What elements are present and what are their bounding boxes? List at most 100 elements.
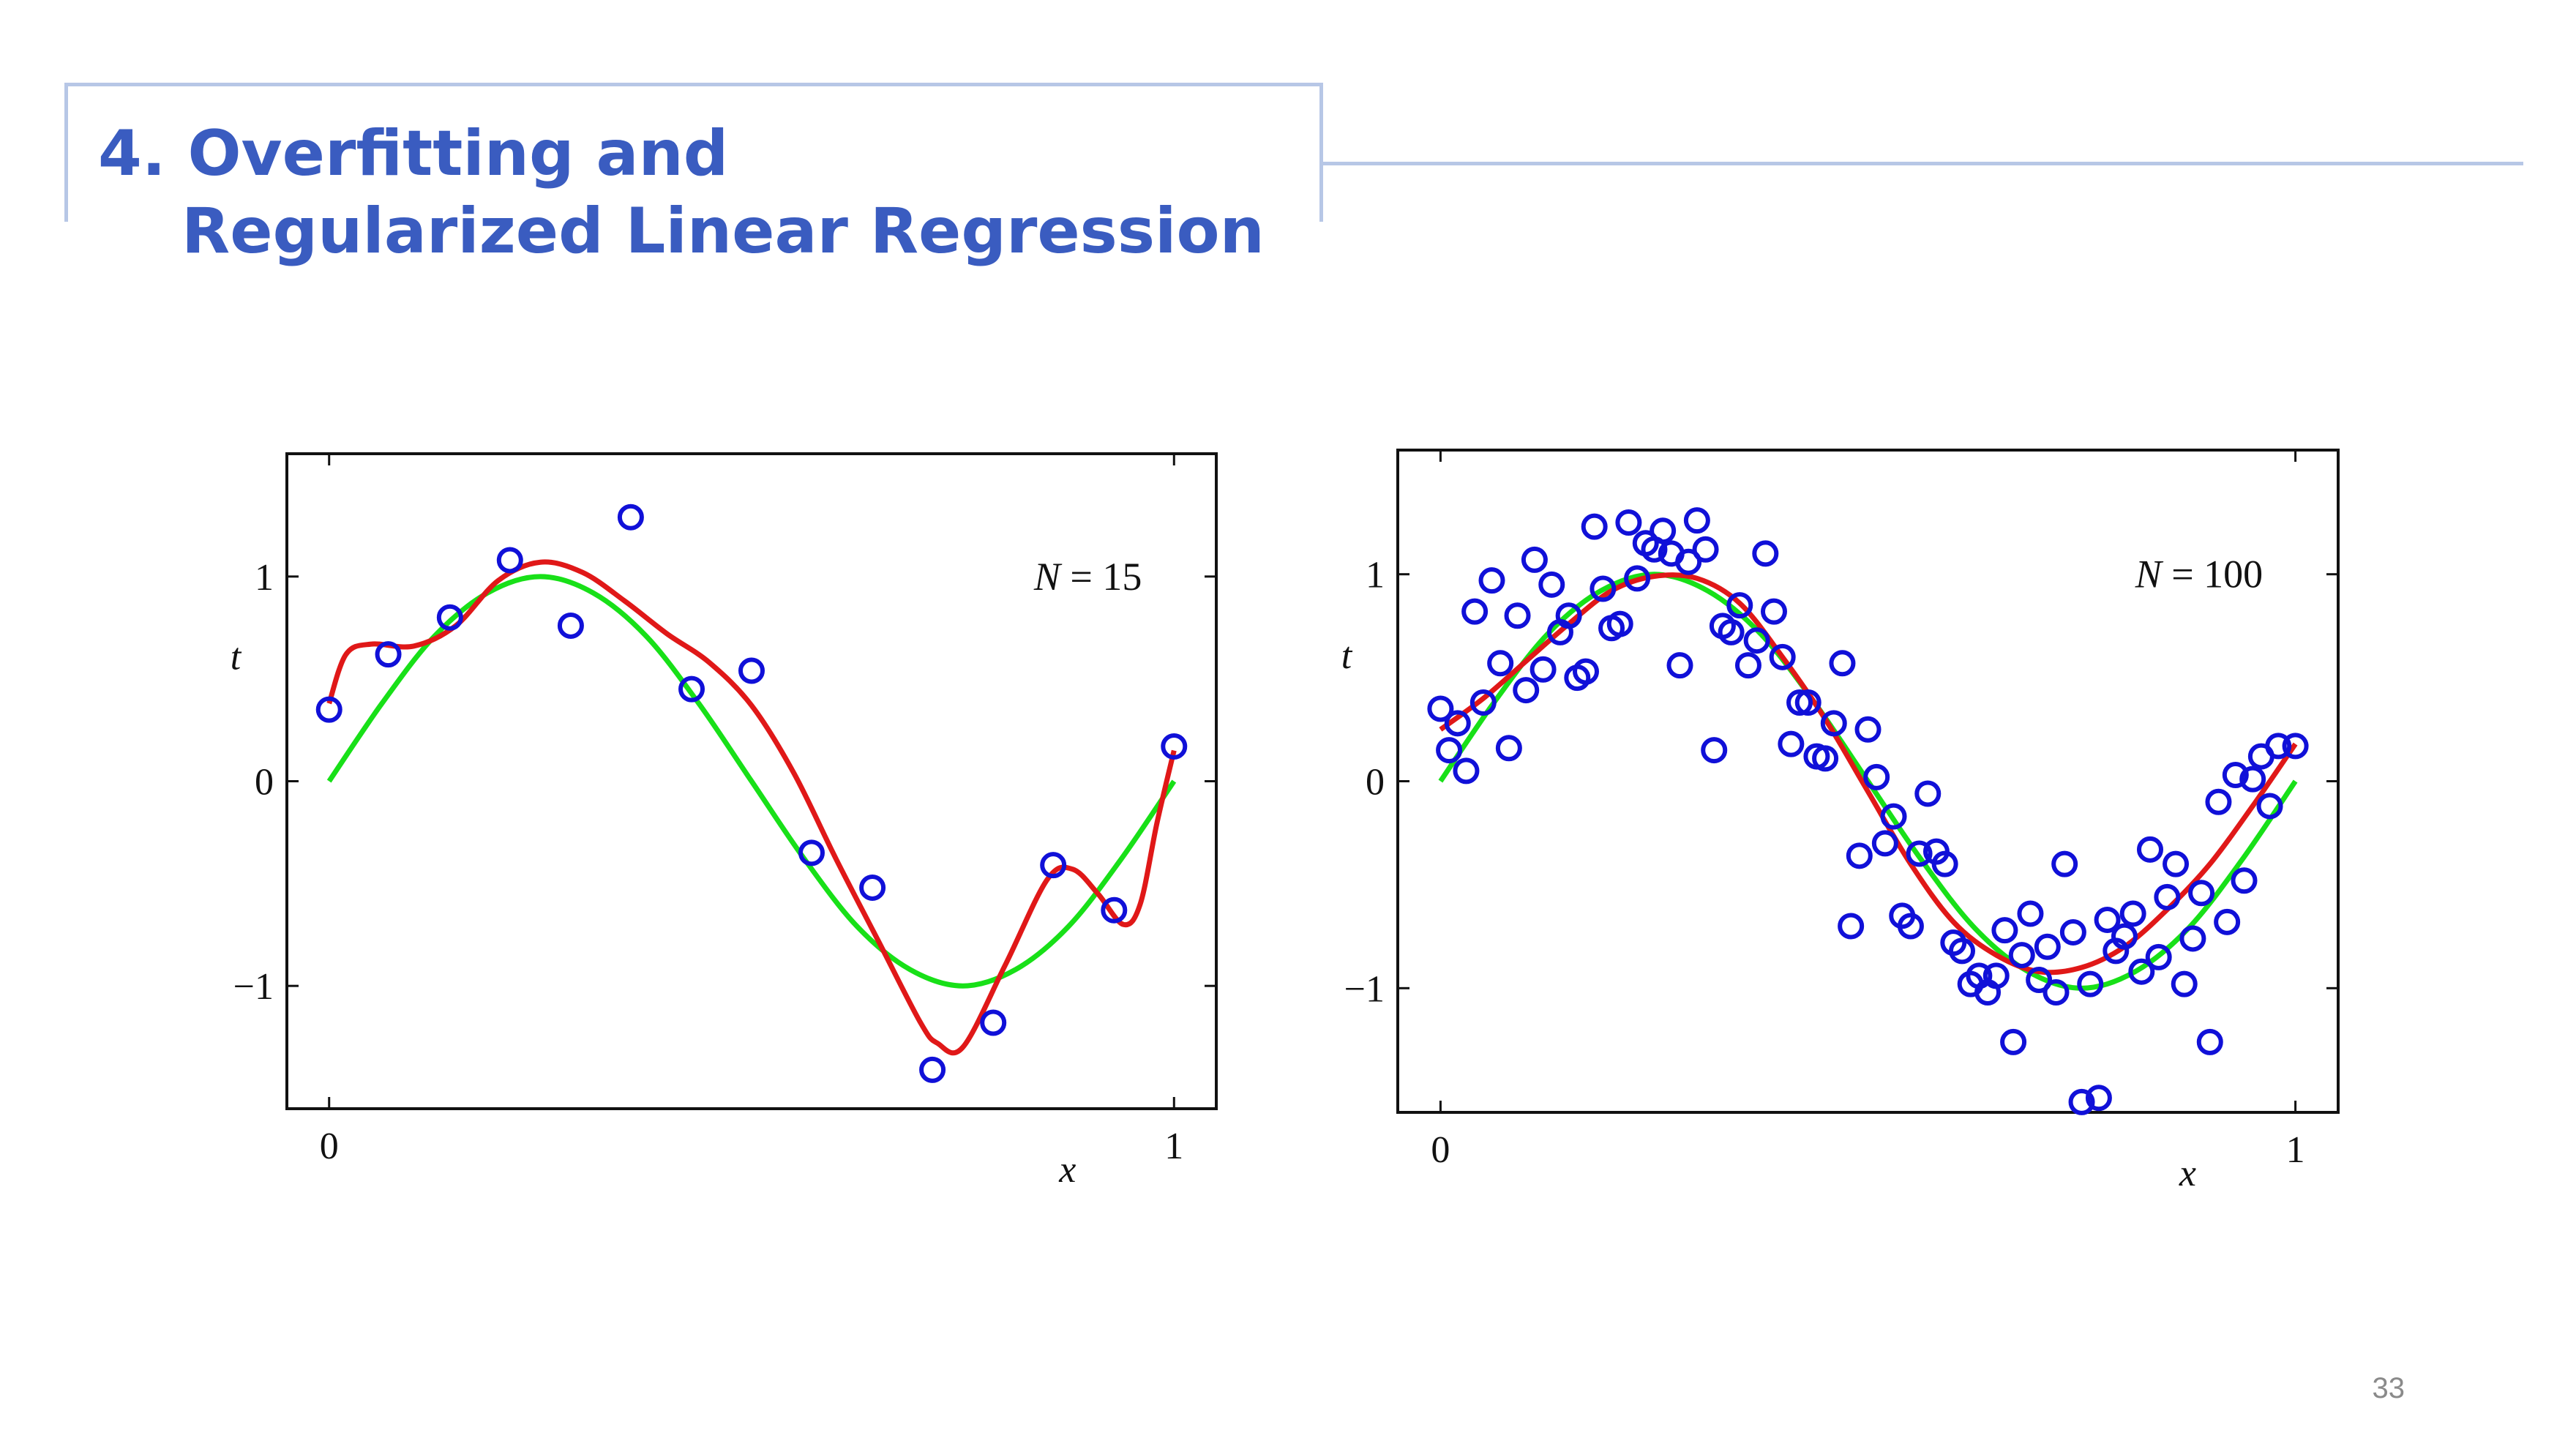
data-point — [1846, 842, 1873, 869]
data-point — [2008, 942, 2035, 969]
x-tick-label: 1 — [1164, 1126, 1183, 1167]
x-tick-label: 1 — [2286, 1129, 2305, 1171]
data-point — [2222, 762, 2249, 789]
data-point — [738, 657, 765, 684]
data-point — [1675, 548, 1702, 575]
data-point — [2128, 958, 2155, 985]
data-point — [1624, 565, 1651, 592]
sample-size-label: N = 15 — [1033, 555, 1142, 599]
data-point — [2239, 765, 2266, 793]
data-point — [2145, 943, 2172, 970]
data-point — [1436, 737, 1463, 764]
y-tick-label: −1 — [1344, 968, 1385, 1010]
data-point — [919, 1056, 946, 1083]
y-tick-label: 0 — [255, 762, 274, 804]
data-point — [2282, 733, 2309, 760]
data-point — [2171, 970, 2198, 997]
data-point — [1101, 896, 1128, 924]
data-point — [1743, 627, 1770, 654]
y-tick-label: 0 — [1366, 762, 1385, 804]
data-point — [2214, 908, 2241, 935]
data-point — [1590, 575, 1617, 602]
data-point — [1538, 571, 1565, 598]
data-point — [2119, 900, 2146, 927]
x-axis-label: x — [1058, 1149, 1076, 1191]
data-point — [2137, 836, 2163, 863]
data-point — [2163, 850, 2190, 877]
fitted-curve — [326, 559, 1177, 1056]
data-point — [1871, 830, 1898, 857]
data-point — [1615, 509, 1642, 536]
data-point — [1478, 567, 1505, 594]
data-point — [1991, 917, 2018, 944]
data-point — [678, 675, 705, 703]
data-point — [2111, 923, 2138, 950]
data-point — [1752, 540, 1779, 567]
data-point — [1854, 716, 1882, 743]
data-point — [1906, 840, 1933, 867]
data-point — [859, 874, 886, 901]
data-point — [315, 696, 342, 723]
y-axis-label: t — [1341, 635, 1353, 677]
data-point — [1683, 507, 1710, 534]
data-point — [1666, 652, 1693, 679]
data-point — [1726, 592, 1753, 619]
data-point — [2231, 867, 2258, 894]
data-point — [1504, 602, 1531, 629]
data-point — [1734, 652, 1761, 679]
chart-n100: 0 1 −1 0 1 x t N = 100 — [1341, 449, 2340, 1194]
data-point — [2094, 906, 2121, 933]
data-point — [798, 839, 825, 866]
data-point — [1794, 689, 1821, 716]
data-point — [980, 1009, 1007, 1036]
x-tick-label: 0 — [1431, 1129, 1450, 1171]
data-point — [1769, 643, 1796, 670]
x-tick-label: 0 — [320, 1126, 339, 1167]
data-point — [1692, 536, 1719, 563]
data-point — [1444, 710, 1471, 737]
data-point — [617, 503, 644, 531]
data-point — [1829, 650, 1856, 677]
data-point — [1495, 735, 1522, 762]
data-point — [2205, 788, 2232, 815]
data-point — [1778, 730, 1805, 757]
data-point — [2077, 970, 2104, 997]
data-point — [2017, 900, 2044, 927]
y-tick-label: 1 — [1366, 555, 1385, 596]
data-point — [1555, 602, 1582, 629]
data-point — [1453, 757, 1480, 785]
y-tick-label: −1 — [233, 966, 274, 1008]
data-point — [436, 604, 463, 631]
data-point — [1521, 546, 1548, 573]
data-point — [2085, 1085, 2112, 1112]
data-point — [375, 641, 402, 668]
slide-title-line-1: 4. Overfitting and — [98, 117, 729, 190]
data-point — [1949, 937, 1975, 965]
data-point — [1461, 598, 1489, 625]
data-point — [1931, 850, 1958, 877]
data-point — [1761, 598, 1787, 625]
data-point — [2026, 967, 2053, 993]
data-point — [1487, 650, 1514, 677]
true-function-curve — [326, 574, 1177, 989]
data-point — [2034, 933, 2061, 960]
data-point — [1863, 763, 1890, 790]
y-axis-label: t — [231, 637, 242, 678]
data-point — [1786, 689, 1813, 716]
data-point — [1914, 780, 1942, 807]
data-point — [496, 547, 523, 574]
data-point — [1161, 733, 1188, 760]
data-point — [1897, 913, 1924, 940]
data-point — [1820, 710, 1847, 737]
data-point — [1718, 618, 1745, 645]
data-point — [1880, 803, 1907, 830]
data-point — [1701, 737, 1728, 764]
data-point — [2154, 883, 2181, 910]
data-point — [2043, 978, 2070, 1006]
data-point — [1581, 513, 1608, 540]
data-point — [2188, 880, 2215, 907]
data-point — [1982, 962, 2010, 989]
slide-title-line-2: Regularized Linear Regression — [181, 195, 1265, 268]
data-point — [1427, 695, 1454, 722]
data-point — [1650, 517, 1677, 544]
